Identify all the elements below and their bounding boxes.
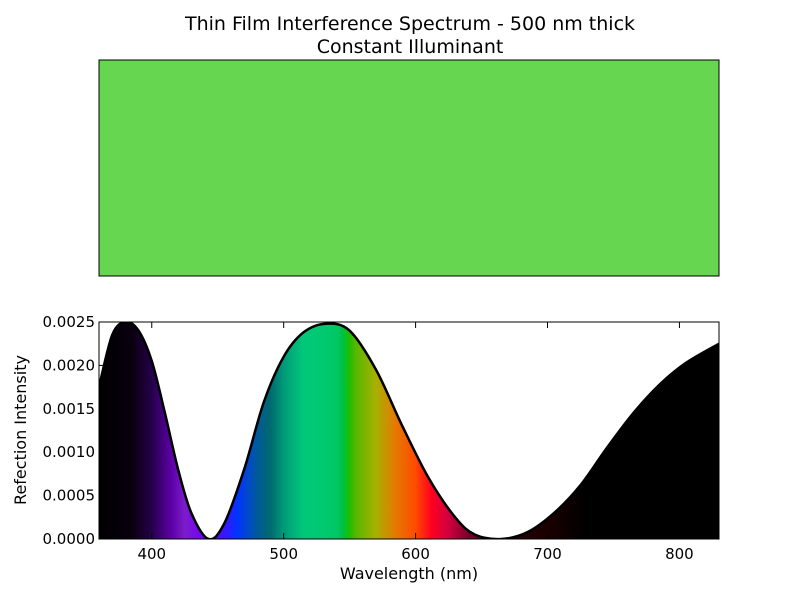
spectrum-fill (99, 322, 719, 539)
x-tick-label: 700 (533, 545, 562, 563)
chart-title-line2: Constant Illuminant (317, 36, 504, 58)
x-tick-label: 800 (665, 545, 694, 563)
y-tick-label: 0.0010 (43, 443, 96, 461)
y-tick-label: 0.0005 (43, 487, 96, 505)
color-swatch (98, 59, 720, 277)
x-tick-label: 400 (137, 545, 166, 563)
y-tick-label: 0.0020 (43, 356, 96, 374)
chart-title-line1: Thin Film Interference Spectrum - 500 nm… (184, 13, 635, 35)
spectrum-plot: 400 500 600 700 800 0.0000 0.0005 0.0010 0.0015… (43, 313, 720, 563)
x-axis: 400 500 600 700 800 (137, 322, 694, 563)
x-tick-label: 600 (401, 545, 430, 563)
y-tick-label: 0.0000 (43, 530, 96, 548)
y-axis: 0.0000 0.0005 0.0010 0.0015 0.0020 0.0025 (43, 313, 719, 548)
plot-frame (98, 321, 720, 540)
x-axis-label: Wavelength (nm) (340, 564, 478, 583)
y-axis-label: Refection Intensity (11, 355, 30, 505)
y-tick-label: 0.0025 (43, 313, 96, 331)
x-tick-label: 500 (269, 545, 298, 563)
y-tick-label: 0.0015 (43, 400, 96, 418)
reflection-curve (99, 322, 719, 539)
